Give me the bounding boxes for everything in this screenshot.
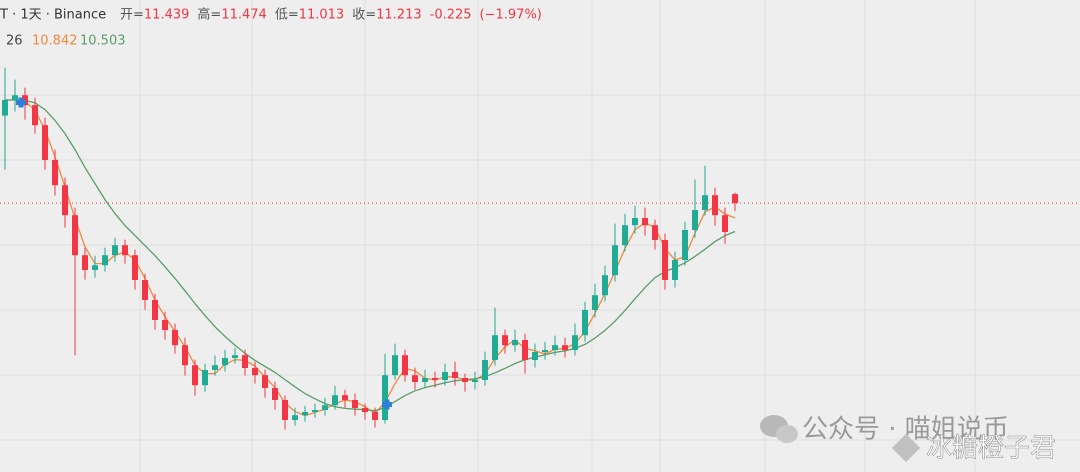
indicator-label: 26 xyxy=(6,34,23,49)
candle-body xyxy=(262,375,268,388)
high-label: 高= xyxy=(197,7,221,23)
watermark: 公众号 · 喵姐说币 冰糖橙子君 xyxy=(760,415,1056,464)
candle-body xyxy=(302,412,308,416)
candle-body xyxy=(132,255,138,280)
candle-body xyxy=(72,215,78,256)
close-label: 收= xyxy=(352,8,376,23)
candle-body xyxy=(612,245,618,276)
open-label: 开= xyxy=(120,8,144,23)
candle-body xyxy=(582,310,588,336)
candle-body xyxy=(532,352,538,360)
candle-body xyxy=(232,355,238,358)
candle-body xyxy=(282,400,288,420)
plot-area xyxy=(0,67,1080,430)
candle-body xyxy=(412,375,418,382)
candle-body xyxy=(202,370,208,386)
candle-body xyxy=(142,280,148,300)
candle-body xyxy=(192,365,198,386)
candle-body xyxy=(212,365,218,370)
candle-body xyxy=(102,255,108,266)
change: -0.225 xyxy=(430,8,472,23)
candle-body xyxy=(172,330,178,346)
candle-body xyxy=(572,335,578,350)
high-value: 11.474 xyxy=(221,8,267,23)
candle-body xyxy=(502,335,508,346)
candle-body xyxy=(152,300,158,320)
candle-body xyxy=(602,275,608,296)
change-percent: (−1.97%) xyxy=(480,8,542,23)
candle-body xyxy=(462,378,468,382)
candle-body xyxy=(162,320,168,330)
candle-body xyxy=(332,395,338,406)
candle-body xyxy=(552,345,558,350)
candle-body xyxy=(2,100,8,116)
candle-body xyxy=(672,260,678,280)
candle-body xyxy=(512,340,518,346)
open-value: 11.439 xyxy=(144,8,190,23)
candle-body xyxy=(622,225,628,246)
candle-body xyxy=(372,412,378,420)
moving-average-line xyxy=(5,99,736,412)
candle-body xyxy=(442,372,448,380)
candle-body xyxy=(12,95,18,100)
candle-body xyxy=(342,395,348,400)
candle-body xyxy=(522,340,528,360)
low-label: 低= xyxy=(275,8,299,23)
candle-body xyxy=(592,295,598,310)
candle-body xyxy=(422,378,428,382)
candle-body xyxy=(92,265,98,270)
candle-body xyxy=(682,230,688,260)
candle-body xyxy=(652,225,658,240)
header: T · 1天 · Binance 开= 11.439 高= 11.474 低= … xyxy=(0,7,542,49)
close-value: 11.213 xyxy=(376,8,422,23)
candle-body xyxy=(712,195,718,216)
low-value: 11.013 xyxy=(299,8,345,23)
watermark-author: 冰糖橙子君 xyxy=(926,434,1056,464)
candle-body xyxy=(392,355,398,376)
candle-body xyxy=(642,218,648,226)
candle-body xyxy=(472,380,478,382)
candle-body xyxy=(122,245,128,256)
candle-body xyxy=(272,388,278,400)
candle-body xyxy=(632,218,638,226)
candle-body xyxy=(482,360,488,380)
candle-body xyxy=(542,350,548,352)
candle-body xyxy=(662,240,668,280)
candle-body xyxy=(42,125,48,160)
markers xyxy=(16,97,392,410)
candle-body xyxy=(722,215,728,232)
candle-body xyxy=(112,245,118,256)
candle-body xyxy=(732,194,738,204)
candle-body xyxy=(32,105,38,126)
candle-body xyxy=(82,255,88,270)
candle-body xyxy=(402,355,408,376)
candle-body xyxy=(292,415,298,420)
candle-body xyxy=(432,378,438,380)
candle-body xyxy=(562,345,568,350)
candle-body xyxy=(362,408,368,412)
ma-slow-value: 10.503 xyxy=(80,34,126,49)
candle-body xyxy=(252,368,258,376)
candle-body xyxy=(452,372,458,378)
candle-body xyxy=(62,185,68,216)
candle-body xyxy=(382,375,388,420)
symbol: T · 1天 · Binance xyxy=(0,8,106,23)
candle-body xyxy=(242,355,248,368)
candle-body xyxy=(312,410,318,412)
ma-fast-value: 10.842 xyxy=(32,34,78,49)
candle-body xyxy=(492,335,498,360)
candle-body xyxy=(692,210,698,230)
candle-body xyxy=(182,345,188,366)
candle-body xyxy=(222,358,228,366)
candle-body xyxy=(322,405,328,410)
candle-body xyxy=(352,400,358,408)
candle-body xyxy=(52,160,58,186)
